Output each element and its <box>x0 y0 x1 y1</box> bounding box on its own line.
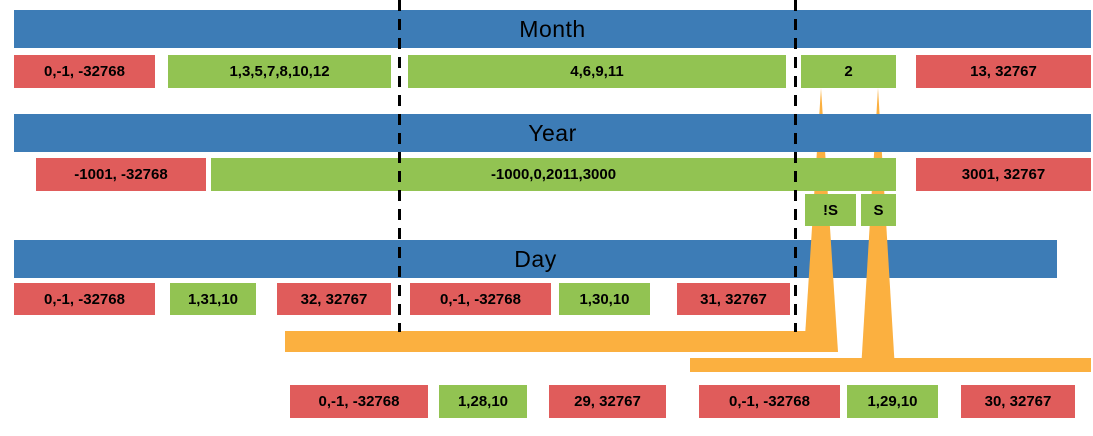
month-partition-31day-months: 1,3,5,7,8,10,12 <box>168 55 391 88</box>
day31-partition-invalid-high: 32, 32767 <box>277 283 391 315</box>
month-partition-invalid-high: 13, 32767 <box>916 55 1091 88</box>
year-partition-valid: -1000,0,2011,3000 <box>211 158 896 191</box>
month-partition-february: 2 <box>801 55 896 88</box>
month-partition-30day-months: 4,6,9,11 <box>408 55 786 88</box>
month-label: Month <box>519 15 586 42</box>
not-leap-year-box: !S <box>805 194 856 226</box>
day31-partition-invalid-low: 0,-1, -32768 <box>14 283 155 315</box>
boundary-line-31day-30day <box>398 0 401 332</box>
year-bar: Year <box>14 114 1091 152</box>
month-bar: Month <box>14 10 1091 48</box>
day30-partition-invalid-low: 0,-1, -32768 <box>410 283 551 315</box>
year-partition-invalid-low: -1001, -32768 <box>36 158 206 191</box>
feb29-partition-invalid-high: 30, 32767 <box>961 385 1075 418</box>
boundary-line-30day-february <box>794 0 797 332</box>
feb28-partition-invalid-high: 29, 32767 <box>549 385 666 418</box>
day31-partition-valid: 1,31,10 <box>170 283 256 315</box>
year-partition-invalid-high: 3001, 32767 <box>916 158 1091 191</box>
day30-partition-valid: 1,30,10 <box>559 283 650 315</box>
day30-partition-invalid-high: 31, 32767 <box>677 283 790 315</box>
year-label: Year <box>528 119 577 146</box>
connector-bar-feb-not-leap <box>285 331 836 352</box>
day-label: Day <box>514 245 557 272</box>
feb28-partition-invalid-low: 0,-1, -32768 <box>290 385 428 418</box>
month-partition-invalid-low: 0,-1, -32768 <box>14 55 155 88</box>
feb28-partition-valid: 1,28,10 <box>439 385 527 418</box>
day-bar: Day <box>14 240 1057 278</box>
feb29-partition-valid: 1,29,10 <box>847 385 938 418</box>
feb29-partition-invalid-low: 0,-1, -32768 <box>699 385 840 418</box>
leap-year-box: S <box>861 194 896 226</box>
